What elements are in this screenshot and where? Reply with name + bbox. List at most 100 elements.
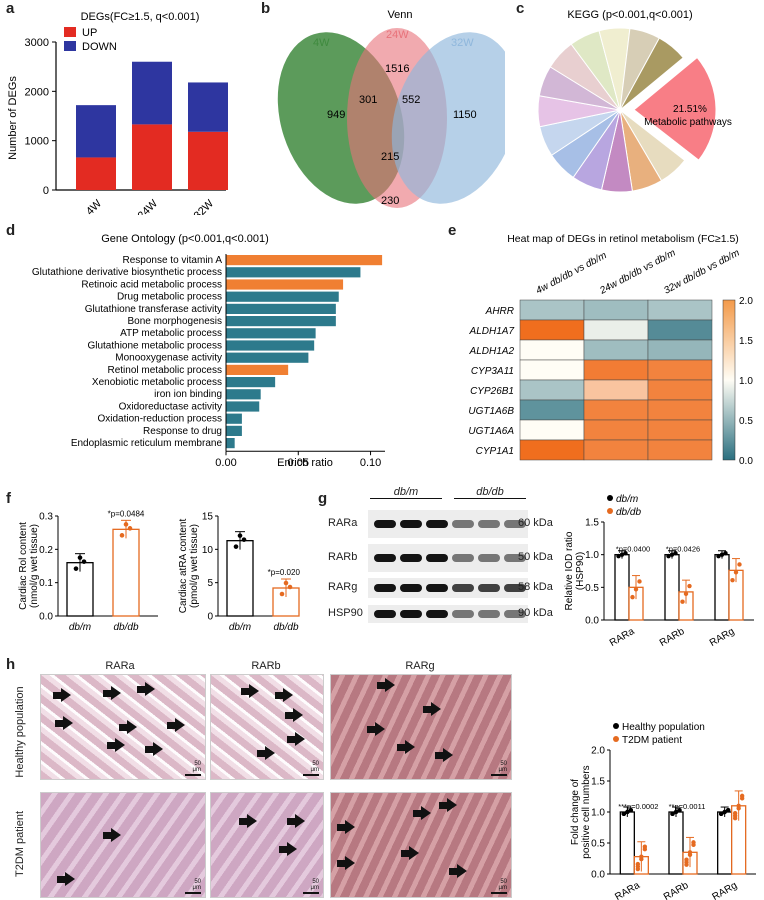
y-axis-label-unit: positive cell numbers (581, 765, 592, 858)
scale-bar: 50 μm (491, 879, 507, 894)
data-point (677, 807, 682, 813)
bar-down (76, 105, 116, 158)
data-point (732, 811, 738, 816)
legend-label: db/m (616, 494, 638, 505)
legend-down: DOWN (82, 41, 117, 53)
data-point (680, 599, 685, 604)
go-bar (226, 425, 242, 436)
venn-title: Venn (387, 9, 412, 21)
blot-row-label: HSP90 (328, 607, 363, 619)
heatmap-cell (583, 419, 649, 441)
venn-count-only-4w: 949 (327, 109, 345, 121)
ihc-micrograph: 50 μm (210, 674, 324, 780)
heatmap-cell (647, 439, 713, 461)
blot-band (400, 610, 422, 618)
venn-label-24w: 24W (386, 29, 409, 41)
legend-marker (607, 508, 613, 514)
blot-image (368, 510, 528, 538)
p-value-label: ***p=0.0002 (618, 802, 658, 811)
panel-h-bar-chart: 0.0 0.5 1.0 1.5 2.0 Fold change of positive ce… (570, 722, 756, 900)
bar (717, 811, 733, 875)
heatmap-cell (583, 359, 649, 381)
panel-c-pie-chart: KEGG (p<0.001,q<0.001) 21.51% Metabolic … (537, 9, 732, 193)
heatmap-cell (647, 399, 713, 421)
data-point (279, 591, 285, 597)
p-value-label: *p=0.0203 (268, 568, 300, 577)
go-bar (226, 438, 235, 449)
x-tick-label: 0.05 (288, 457, 309, 469)
y-axis-label: Fold change of (570, 779, 581, 845)
go-term-label: Glutathione derivative biosynthetic proc… (32, 267, 222, 278)
heatmap-cell (583, 319, 649, 341)
x-tick-label: db/db (113, 622, 138, 633)
panel-label-d: d (6, 222, 16, 239)
ihc-row-t2dm: T2DM patient (14, 810, 26, 878)
blot-band (452, 520, 474, 528)
blot-band (452, 610, 474, 618)
x-axis-label: Enrich ratio (277, 457, 333, 469)
data-point (73, 566, 79, 571)
go-term-label: Response to vitamin A (123, 255, 223, 266)
blot-band (478, 554, 500, 562)
data-point (237, 533, 243, 538)
y-tick-label: 2.0 (591, 746, 605, 757)
y-tick-label: 0.0 (39, 612, 53, 623)
y-axis-label: Cardiac Rol content (18, 522, 29, 610)
panel-d-horizontal-bar-chart: Gene Ontology (p<0.001,q<0.001) Response… (32, 233, 385, 469)
heatmap-row-label: AHRR (485, 306, 514, 317)
blot-band (374, 584, 396, 592)
blot-band (426, 610, 448, 618)
blot-group-db-db: db/db (476, 486, 504, 498)
y-axis-label-unit: (HSP90) (575, 552, 586, 590)
bar-up (132, 124, 172, 190)
heatmap-cell (647, 419, 713, 441)
y-tick-label: 15 (202, 512, 214, 523)
data-point (683, 591, 689, 597)
panel-label-b: b (261, 0, 271, 17)
y-axis-label-unit: (pmol/g wet tissue) (189, 524, 200, 608)
panel-g-bar-chart: 0.0 0.5 1.0 1.5 Relative IOD ratio (HSP90) RAR… (564, 494, 754, 649)
bar (668, 811, 684, 875)
bar (614, 554, 630, 621)
x-tick-label: 32W (192, 197, 217, 215)
pie-highlight-label: Metabolic pathways (644, 117, 732, 128)
data-point (630, 594, 635, 600)
scale-bar: 50 μm (185, 761, 201, 776)
panel-label-c: c (516, 0, 525, 17)
venn-count-only-24w: 1516 (385, 63, 409, 75)
y-tick-label: 2000 (25, 86, 49, 98)
scale-bar: 50 μm (303, 879, 319, 894)
x-tick-label: db/db (273, 622, 298, 633)
heatmap-cell (519, 379, 585, 401)
blot-band (374, 520, 396, 528)
go-term-label: Endoplasmic reticulum membrane (71, 438, 223, 449)
data-point (642, 844, 648, 849)
data-point (730, 577, 735, 583)
heatmap-title: Heat map of DEGs in retinol metabolism (… (507, 233, 739, 245)
heatmap-cell (519, 359, 585, 381)
heatmap-cell (583, 399, 649, 421)
heatmap-cell (519, 439, 585, 461)
blot-band (478, 610, 500, 618)
bar-down (188, 82, 228, 132)
panel-g-western-blot: db/m db/db RARa 60 kDa RARb 50 kDa RARg 58 kD… (328, 486, 560, 632)
y-tick-label: 0 (43, 185, 49, 197)
y-tick-label: 1.5 (591, 777, 605, 788)
y-axis-label: Cardiac atRA content (178, 519, 189, 614)
x-tick-label: 0.10 (360, 457, 381, 469)
p-value-label: *p=0.0400 (616, 545, 650, 554)
data-point (723, 550, 728, 556)
blot-band (400, 554, 422, 562)
y-tick-label: 1.5 (585, 518, 599, 529)
blot-band (452, 554, 474, 562)
pie-slice-metabolic-pathways (633, 56, 717, 161)
blot-kda-label: 58 kDa (518, 581, 553, 593)
heatmap-row-label: CYP3A11 (471, 366, 514, 377)
blot-band (452, 584, 474, 592)
go-bar (226, 316, 336, 327)
data-point (639, 854, 644, 859)
pie-slice (619, 37, 684, 111)
go-term-label: Drug metabolic process (117, 292, 222, 303)
ihc-micrograph: 50 μm (40, 792, 206, 898)
blot-row-label: RARa (328, 517, 358, 529)
